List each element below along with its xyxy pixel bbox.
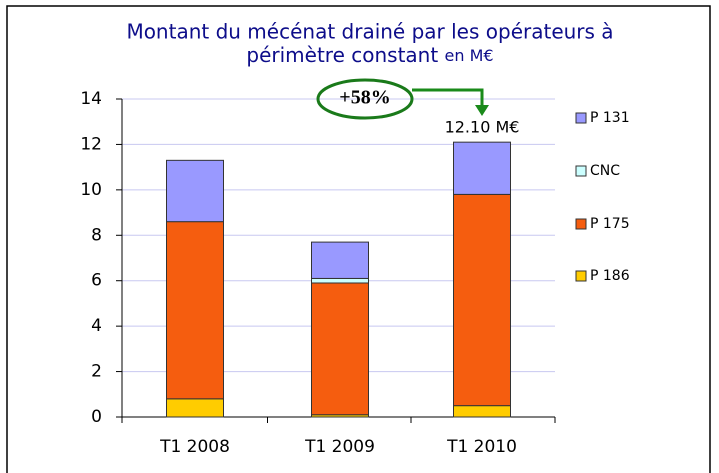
y-tick-label: 10 <box>80 180 102 200</box>
legend-swatch <box>575 112 587 124</box>
chart-title: Montant du mécénat drainé par les opérat… <box>126 20 613 44</box>
y-tick-label: 14 <box>80 89 102 109</box>
bar-segment <box>453 193 511 407</box>
y-tick-label: 2 <box>91 362 102 382</box>
annotation-arrowhead <box>475 105 489 116</box>
title-unit: en M€ <box>445 46 494 65</box>
bar-segment <box>311 282 369 416</box>
bar-segment <box>166 159 224 223</box>
y-tick-label: 8 <box>91 225 102 245</box>
y-tick-label: 6 <box>91 271 102 291</box>
legend-label: P 175 <box>590 216 630 232</box>
bar-segment <box>166 398 224 418</box>
legend-label: CNC <box>590 163 620 179</box>
chart-title: périmètre constant <box>246 43 438 67</box>
y-tick-label: 12 <box>80 134 102 154</box>
x-tick-label: T1 2009 <box>304 437 375 457</box>
chart-title: périmètre constant en M€ <box>246 43 493 67</box>
legend-swatch <box>575 218 587 230</box>
bar-segment <box>311 241 369 279</box>
legend-label: P 186 <box>590 268 630 284</box>
legend-swatch <box>575 270 587 282</box>
annotation: +58% <box>339 87 390 109</box>
x-tick-label: T1 2008 <box>159 437 230 457</box>
legend-swatch <box>575 165 587 177</box>
annotation-ellipse <box>316 78 414 120</box>
bar-segment <box>453 405 511 418</box>
annotation: 12.10 M€ <box>445 118 520 137</box>
bar-segment <box>166 221 224 400</box>
bar-segment <box>311 277 369 284</box>
y-tick-label: 0 <box>91 407 102 427</box>
y-tick-label: 4 <box>91 316 102 336</box>
x-tick-label: T1 2010 <box>446 437 517 457</box>
bar-segment <box>453 141 511 195</box>
legend-label: P 131 <box>590 110 630 126</box>
annotation-arrow <box>412 88 484 107</box>
